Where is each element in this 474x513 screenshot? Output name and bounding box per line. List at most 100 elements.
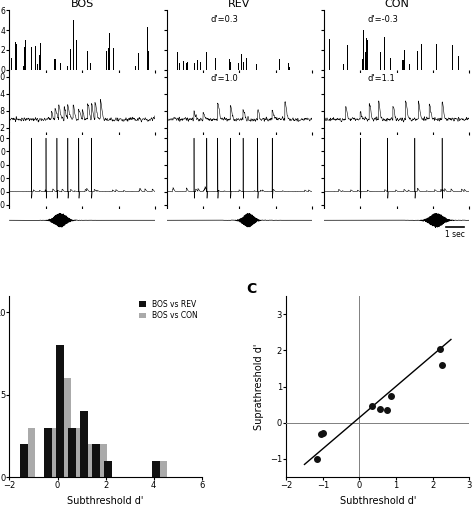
Bar xyxy=(403,60,404,70)
Legend: BOS vs REV, BOS vs CON: BOS vs REV, BOS vs CON xyxy=(139,300,198,320)
Bar xyxy=(32,60,33,70)
Point xyxy=(438,361,446,369)
Bar xyxy=(100,444,107,477)
Bar xyxy=(464,48,465,70)
Bar xyxy=(210,61,211,70)
Bar xyxy=(360,10,361,70)
Title: BOS: BOS xyxy=(71,0,94,9)
Text: d'=0.3: d'=0.3 xyxy=(210,15,238,24)
Bar xyxy=(177,52,178,70)
Bar xyxy=(56,345,64,477)
Bar xyxy=(106,51,107,70)
Bar xyxy=(343,64,344,70)
Point xyxy=(317,430,325,439)
Bar xyxy=(426,44,427,70)
Bar xyxy=(241,53,242,70)
Bar xyxy=(355,49,356,70)
Bar xyxy=(160,461,167,477)
Bar xyxy=(215,58,216,70)
Bar xyxy=(417,51,418,70)
Bar xyxy=(206,52,207,70)
Bar xyxy=(347,46,348,70)
Point xyxy=(368,402,376,410)
Bar xyxy=(60,64,61,70)
Bar xyxy=(31,47,32,70)
Point xyxy=(319,429,327,437)
Bar xyxy=(362,60,363,70)
Bar xyxy=(243,62,244,70)
Bar xyxy=(25,41,26,70)
Bar xyxy=(52,428,59,477)
Point xyxy=(436,344,444,352)
Title: CON: CON xyxy=(384,0,409,9)
Bar xyxy=(402,60,403,70)
Bar xyxy=(90,63,91,70)
Bar xyxy=(421,44,422,70)
Bar xyxy=(186,63,187,70)
Bar xyxy=(253,55,254,70)
Point xyxy=(383,406,391,414)
Y-axis label: Suprathreshold d': Suprathreshold d' xyxy=(254,343,264,430)
Bar xyxy=(288,63,289,70)
Bar xyxy=(152,461,160,477)
Bar xyxy=(404,50,405,70)
Bar xyxy=(44,428,52,477)
Text: d'=1.1: d'=1.1 xyxy=(367,74,395,83)
Bar xyxy=(230,62,231,70)
Title: REV: REV xyxy=(228,0,251,9)
Bar xyxy=(289,67,290,70)
Bar xyxy=(246,58,247,70)
Bar xyxy=(135,66,136,70)
Bar xyxy=(420,55,421,70)
Bar xyxy=(23,66,24,70)
Bar xyxy=(64,378,71,477)
Bar xyxy=(92,444,100,477)
Text: d'=-0.3: d'=-0.3 xyxy=(367,15,398,24)
Bar xyxy=(197,60,198,70)
Bar xyxy=(20,444,27,477)
Bar xyxy=(109,64,110,70)
Bar xyxy=(87,51,88,70)
Bar xyxy=(75,428,83,477)
X-axis label: Subthreshold d': Subthreshold d' xyxy=(67,496,144,506)
Bar xyxy=(436,44,437,70)
Bar xyxy=(71,26,72,70)
Bar xyxy=(328,37,329,70)
Text: C: C xyxy=(246,282,256,295)
Bar xyxy=(54,59,55,70)
Bar xyxy=(113,48,114,70)
Bar xyxy=(68,428,75,477)
Bar xyxy=(148,51,149,70)
Bar xyxy=(11,58,12,70)
Bar xyxy=(452,45,453,70)
Bar xyxy=(187,63,188,70)
Bar xyxy=(238,63,239,70)
Bar xyxy=(458,56,459,70)
Bar xyxy=(15,42,16,70)
Bar xyxy=(390,58,391,70)
Bar xyxy=(200,62,201,70)
Bar xyxy=(179,63,180,70)
Point xyxy=(387,391,394,400)
Bar xyxy=(398,52,399,70)
Bar xyxy=(452,54,453,70)
Bar xyxy=(55,59,56,70)
Text: 1 sec: 1 sec xyxy=(445,230,465,239)
Bar xyxy=(365,51,366,70)
Bar xyxy=(366,38,367,70)
Bar xyxy=(329,39,330,70)
Bar xyxy=(39,55,40,70)
Bar xyxy=(24,47,25,70)
Bar xyxy=(37,64,38,70)
Bar xyxy=(88,444,95,477)
Bar xyxy=(256,64,257,70)
Bar xyxy=(183,61,184,70)
Bar xyxy=(108,48,109,70)
Bar xyxy=(409,64,410,70)
Bar xyxy=(384,37,385,70)
Bar xyxy=(35,46,36,70)
Bar xyxy=(172,65,173,70)
Bar xyxy=(380,52,381,70)
Point xyxy=(313,455,321,463)
Bar xyxy=(67,66,68,70)
